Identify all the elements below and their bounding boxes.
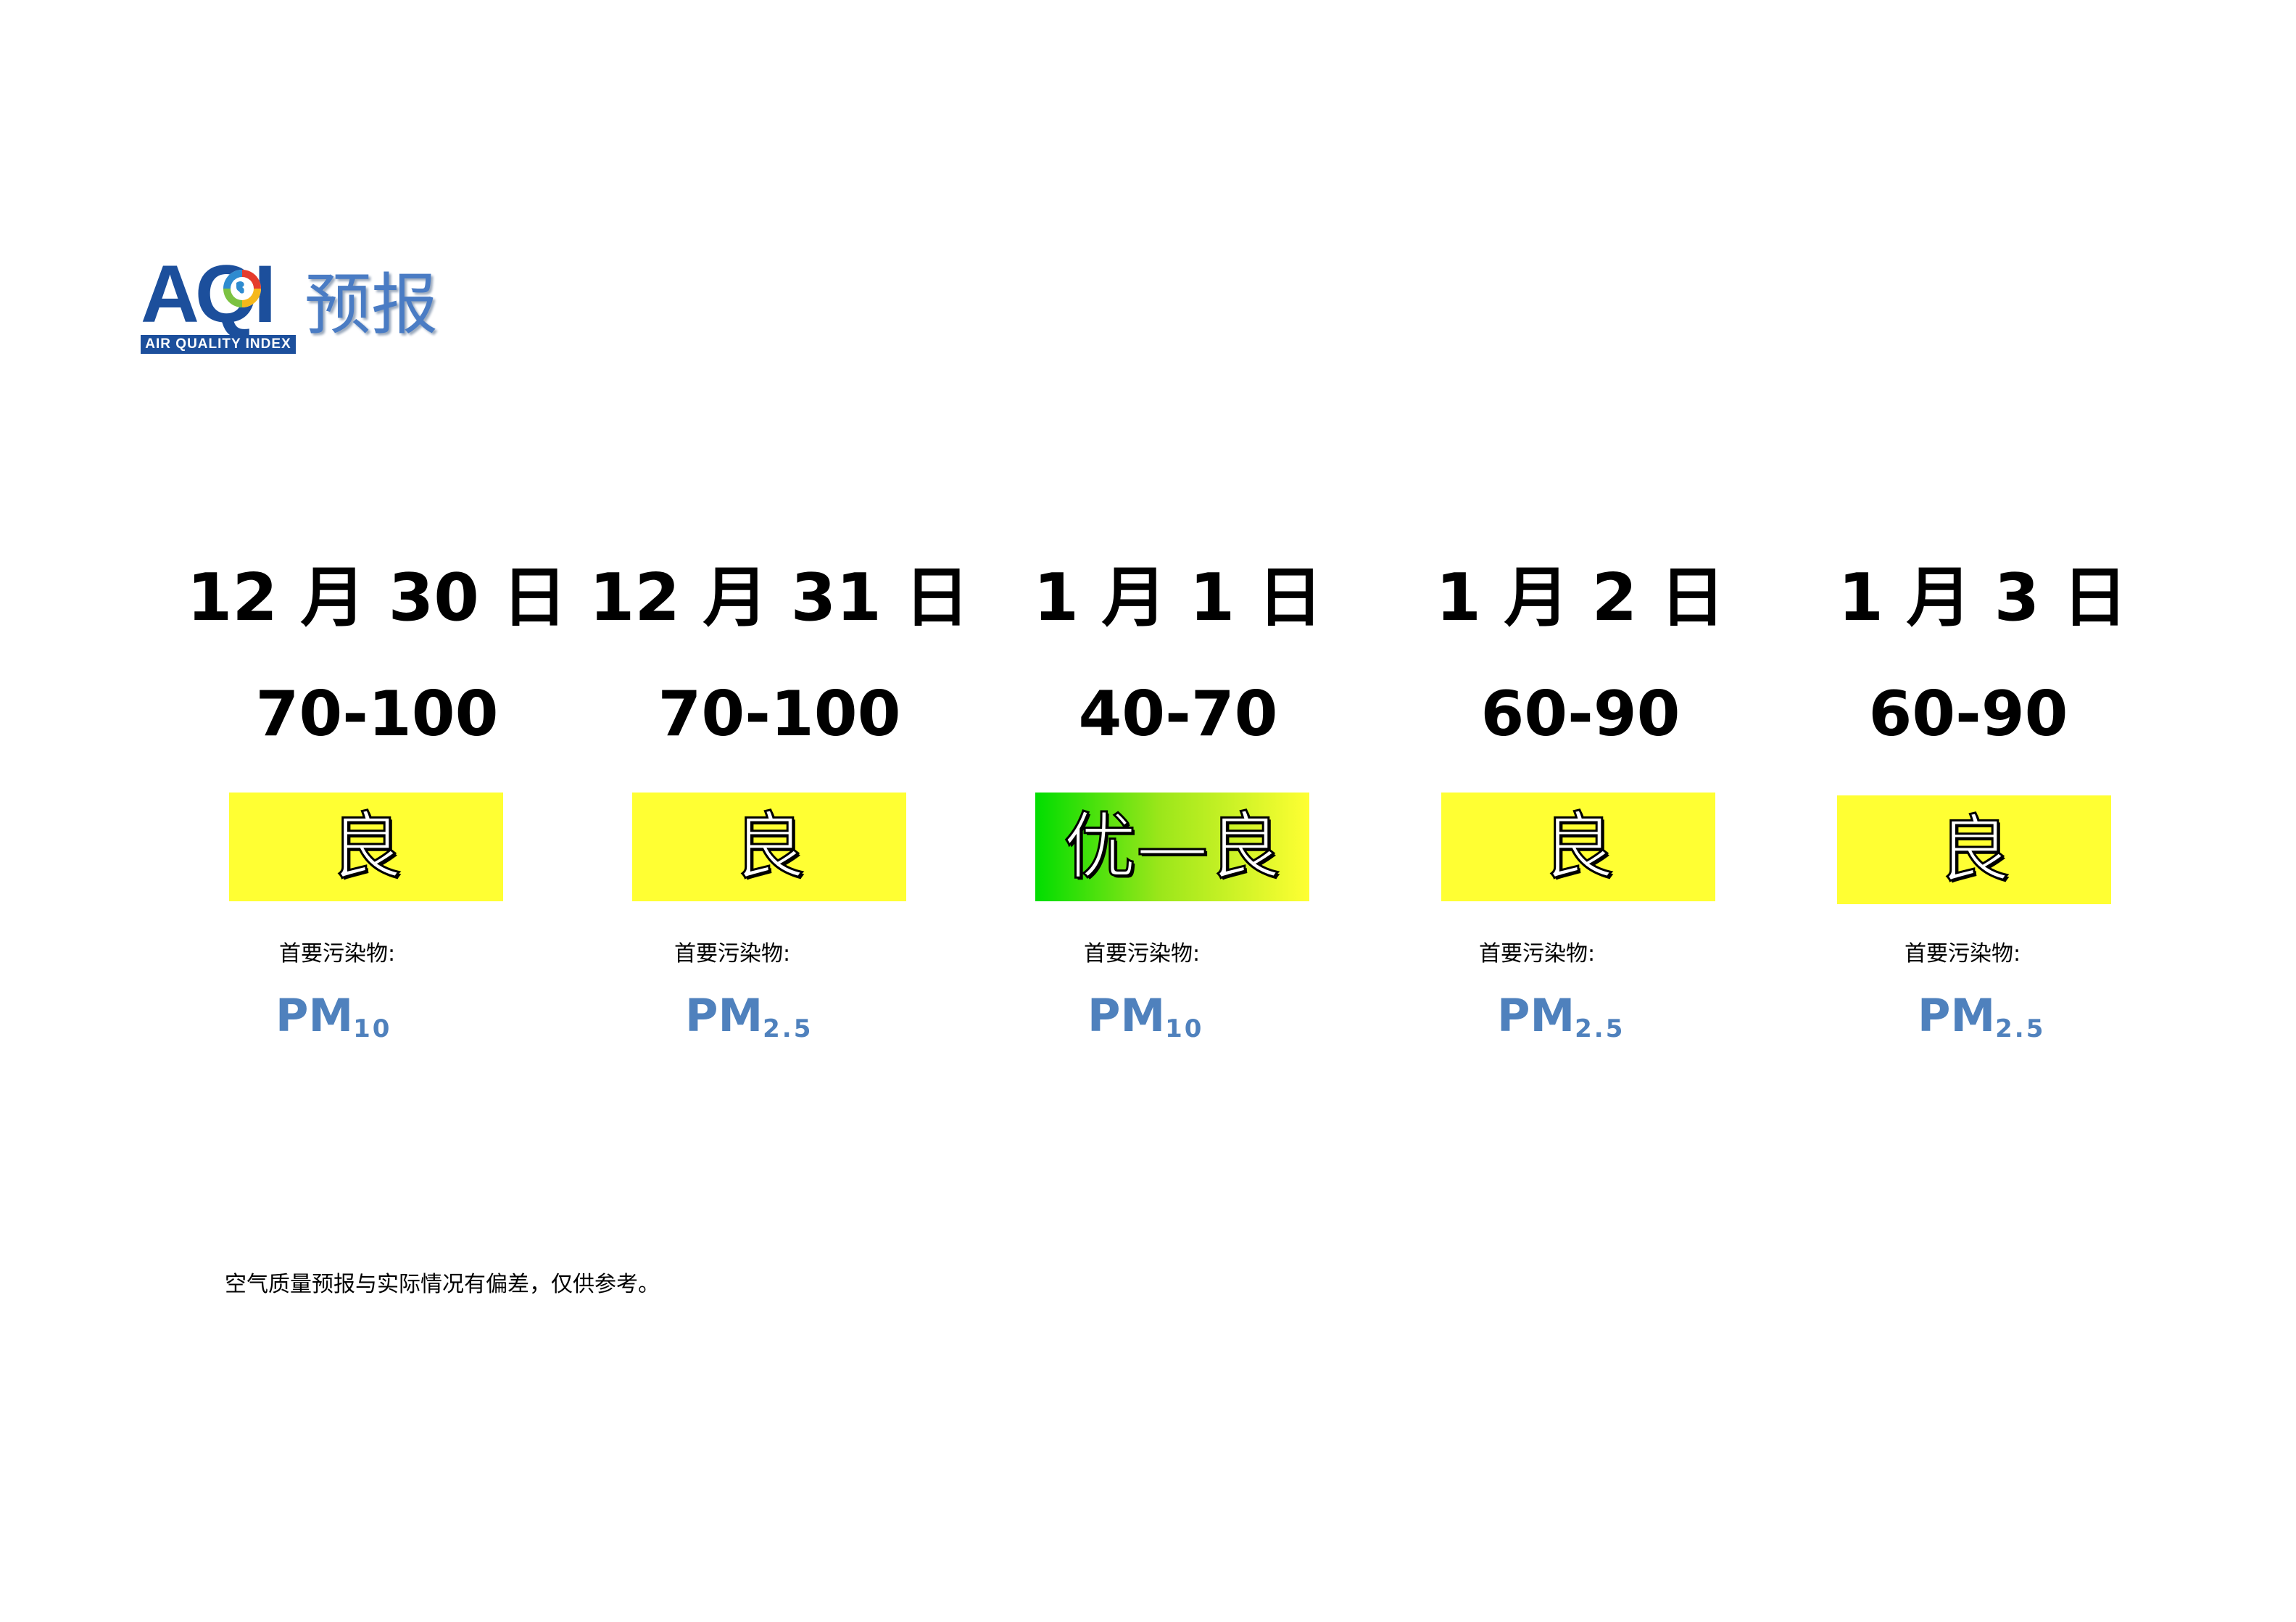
aqi-level-badge: 良 — [632, 793, 906, 901]
forecast-date: 12 月 31 日 — [589, 560, 970, 636]
forecast-date: 1 月 3 日 — [1838, 560, 2128, 636]
aqi-range: 60-90 — [1868, 678, 2068, 750]
aqi-range: 60-90 — [1480, 678, 1680, 750]
primary-pollutant-label: 首要污染物: — [279, 941, 396, 967]
primary-pollutant: PM2.5 — [1918, 989, 2046, 1043]
forecast-day: 1 月 3 日 60-90 良 首要污染物: PM2.5 — [1787, 0, 2179, 1622]
aqi-range: 70-100 — [255, 678, 499, 750]
forecast-day: 12 月 30 日 70-100 良 首要污染物: PM10 — [181, 0, 573, 1622]
primary-pollutant: PM10 — [1087, 989, 1204, 1043]
aqi-range: 40-70 — [1078, 678, 1278, 750]
primary-pollutant-label: 首要污染物: — [1905, 941, 2021, 967]
forecast-date: 1 月 1 日 — [1033, 560, 1323, 636]
aqi-level-badge: 良 — [229, 793, 503, 901]
aqi-level-badge: 优—良 — [1035, 793, 1309, 901]
aqi-logo: AQI AIR QUALITY INDEX 预报 — [141, 254, 460, 357]
forecast-date: 1 月 2 日 — [1435, 560, 1725, 636]
globe-icon — [223, 270, 261, 307]
aqi-level-badge: 良 — [1441, 793, 1715, 901]
primary-pollutant: PM10 — [275, 989, 392, 1043]
primary-pollutant: PM2.5 — [1497, 989, 1625, 1043]
forecast-date: 12 月 30 日 — [186, 560, 568, 636]
aqi-level-badge: 良 — [1837, 795, 2111, 904]
forecast-day: 1 月 1 日 40-70 优—良 首要污染物: PM10 — [982, 0, 1374, 1622]
primary-pollutant-label: 首要污染物: — [1084, 941, 1201, 967]
forecast-day: 12 月 31 日 70-100 良 首要污染物: PM2.5 — [584, 0, 975, 1622]
primary-pollutant: PM2.5 — [685, 989, 813, 1043]
primary-pollutant-label: 首要污染物: — [674, 941, 791, 967]
disclaimer-note: 空气质量预报与实际情况有偏差，仅供参考。 — [225, 1272, 660, 1297]
aqi-range: 70-100 — [658, 678, 901, 750]
primary-pollutant-label: 首要污染物: — [1479, 941, 1596, 967]
logo-subtitle: AIR QUALITY INDEX — [141, 335, 296, 354]
page-title: 预报 — [304, 266, 439, 344]
forecast-day: 1 月 2 日 60-90 良 首要污染物: PM2.5 — [1385, 0, 1776, 1622]
